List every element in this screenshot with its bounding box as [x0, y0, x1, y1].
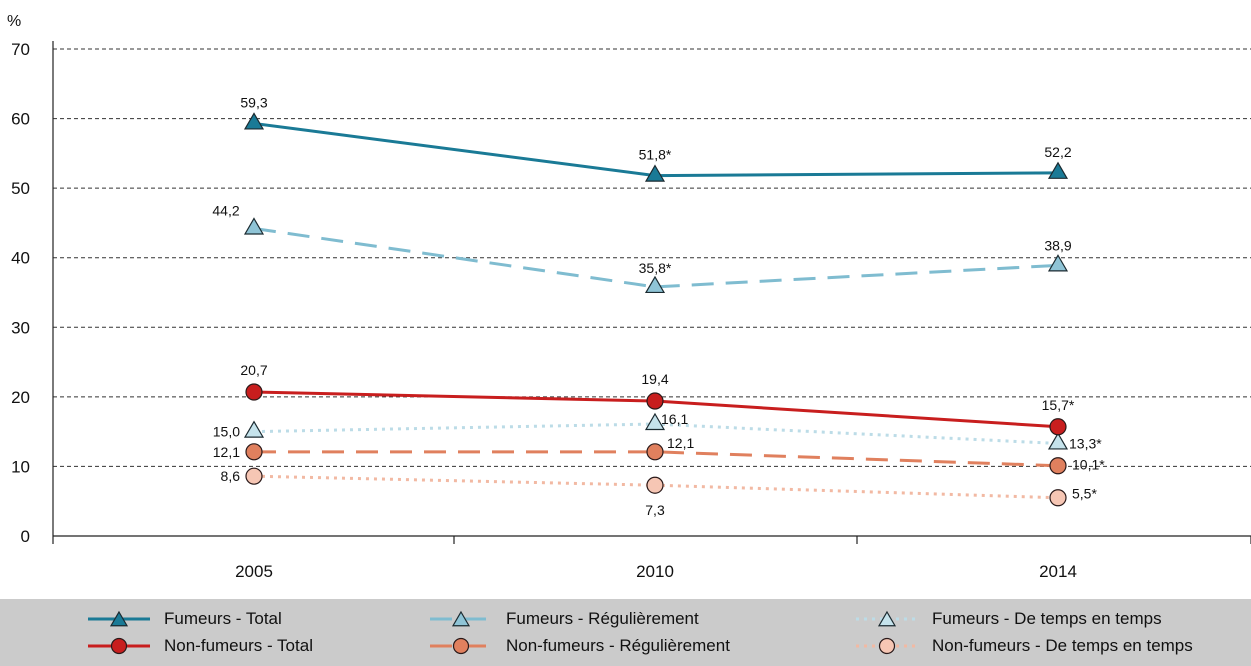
data-point-triangle-icon: [644, 412, 666, 431]
y-tick-label: 0: [21, 527, 30, 546]
legend-swatch-circle-icon: [430, 637, 492, 655]
data-label: 12,1: [667, 435, 694, 451]
legend-label: Fumeurs - De temps en temps: [932, 609, 1162, 628]
data-point-circle-icon: [1049, 418, 1067, 436]
legend-label: Non-fumeurs - De temps en temps: [932, 636, 1193, 655]
y-axis-unit-label: %: [7, 13, 21, 30]
data-point-circle-icon: [646, 476, 664, 494]
y-tick-label: 50: [11, 179, 30, 198]
series-0: [243, 112, 1069, 182]
data-point-circle-icon: [1049, 489, 1067, 507]
data-point-circle-icon: [646, 443, 664, 461]
data-point-circle-icon: [245, 383, 263, 401]
series-1: [243, 217, 1069, 294]
data-point-circle-icon: [245, 467, 263, 485]
data-label: 35,8*: [639, 260, 672, 276]
legend-label: Non-fumeurs - Total: [164, 636, 313, 655]
data-label: 15,0: [213, 424, 240, 440]
legend-marker-triangle-icon: [109, 610, 129, 627]
data-point-triangle-icon: [1047, 432, 1069, 450]
legend-marker-triangle-icon: [451, 610, 471, 627]
data-point-triangle-icon: [1047, 254, 1069, 272]
legend-swatch-circle-icon: [856, 637, 918, 655]
data-point-circle-icon: [1049, 457, 1067, 475]
legend-item-non-fumeurs-de-temps-en-temps: Non-fumeurs - De temps en temps: [854, 634, 1193, 658]
data-point-triangle-icon: [243, 420, 265, 438]
legend-item-non-fumeurs-total: Non-fumeurs - Total: [86, 634, 313, 658]
legend-marker-circle-icon: [878, 637, 896, 655]
y-tick-label: 70: [11, 40, 30, 59]
legend-label: Fumeurs - Total: [164, 609, 282, 628]
data-label: 5,5*: [1072, 486, 1097, 502]
legend-item-non-fumeurs-regulierement: Non-fumeurs - Régulièrement: [428, 634, 730, 658]
legend-item-fumeurs-de-temps-en-temps: Fumeurs - De temps en temps: [854, 607, 1162, 631]
series-5: [245, 467, 1067, 507]
data-label: 19,4: [641, 371, 668, 387]
y-tick-label: 10: [11, 457, 30, 476]
legend-marker-circle-icon: [452, 637, 470, 655]
data-label: 44,2: [212, 202, 239, 218]
data-label: 20,7: [240, 362, 267, 378]
data-labels: 15,0 16,1 13,3* 8,6 7,3 5,5* 12,1 12,1 10,1* 44,2…: [212, 94, 1105, 518]
series-4: [245, 443, 1067, 475]
legend-label: Non-fumeurs - Régulièrement: [506, 636, 730, 655]
x-tick-label: 2014: [1039, 562, 1077, 581]
line-chart: % 0 10 20 30 40 50 60 70 2005 2010 2014 15,0 16,1 13…: [7, 13, 1251, 581]
data-point-circle-icon: [646, 392, 664, 410]
data-point-circle-icon: [245, 443, 263, 461]
data-point-triangle-icon: [644, 275, 666, 294]
data-label: 52,2: [1044, 144, 1071, 160]
data-label: 59,3: [240, 94, 267, 110]
x-tick-label: 2005: [235, 562, 273, 581]
data-label: 8,6: [221, 468, 241, 484]
data-point-triangle-icon: [1047, 161, 1069, 179]
legend: Fumeurs - Total Non-fumeurs - Total Fume…: [0, 599, 1251, 666]
legend-item-fumeurs-regulierement: Fumeurs - Régulièrement: [428, 607, 699, 631]
legend-marker-circle-icon: [110, 637, 128, 655]
data-label: 51,8*: [639, 147, 672, 163]
legend-swatch-circle-icon: [88, 637, 150, 655]
data-label: 13,3*: [1069, 435, 1102, 451]
legend-swatch-triangle-icon: [88, 610, 150, 627]
legend-label: Fumeurs - Régulièrement: [506, 609, 699, 628]
data-label: 10,1*: [1072, 457, 1105, 473]
legend-marker-triangle-icon: [877, 610, 897, 627]
y-tick-label: 30: [11, 318, 30, 337]
legend-item-fumeurs-total: Fumeurs - Total: [86, 607, 282, 631]
data-label: 15,7*: [1042, 397, 1075, 413]
data-point-triangle-icon: [243, 112, 265, 130]
y-tick-label: 40: [11, 249, 30, 268]
y-tick-label: 60: [11, 110, 30, 129]
legend-swatch-triangle-icon: [430, 610, 492, 627]
legend-swatch-triangle-icon: [856, 610, 918, 627]
data-label: 12,1: [213, 444, 240, 460]
data-point-triangle-icon: [644, 164, 666, 182]
series-2: [243, 412, 1069, 450]
data-point-triangle-icon: [243, 217, 265, 235]
y-tick-label: 20: [11, 388, 30, 407]
data-label: 7,3: [645, 502, 665, 518]
series-layer: [243, 112, 1069, 507]
data-label: 16,1: [661, 411, 688, 427]
series-3: [245, 383, 1067, 436]
x-tick-label: 2010: [636, 562, 674, 581]
axes: 0 10 20 30 40 50 60 70 2005 2010 2014: [11, 40, 1251, 581]
data-label: 38,9: [1044, 237, 1071, 253]
